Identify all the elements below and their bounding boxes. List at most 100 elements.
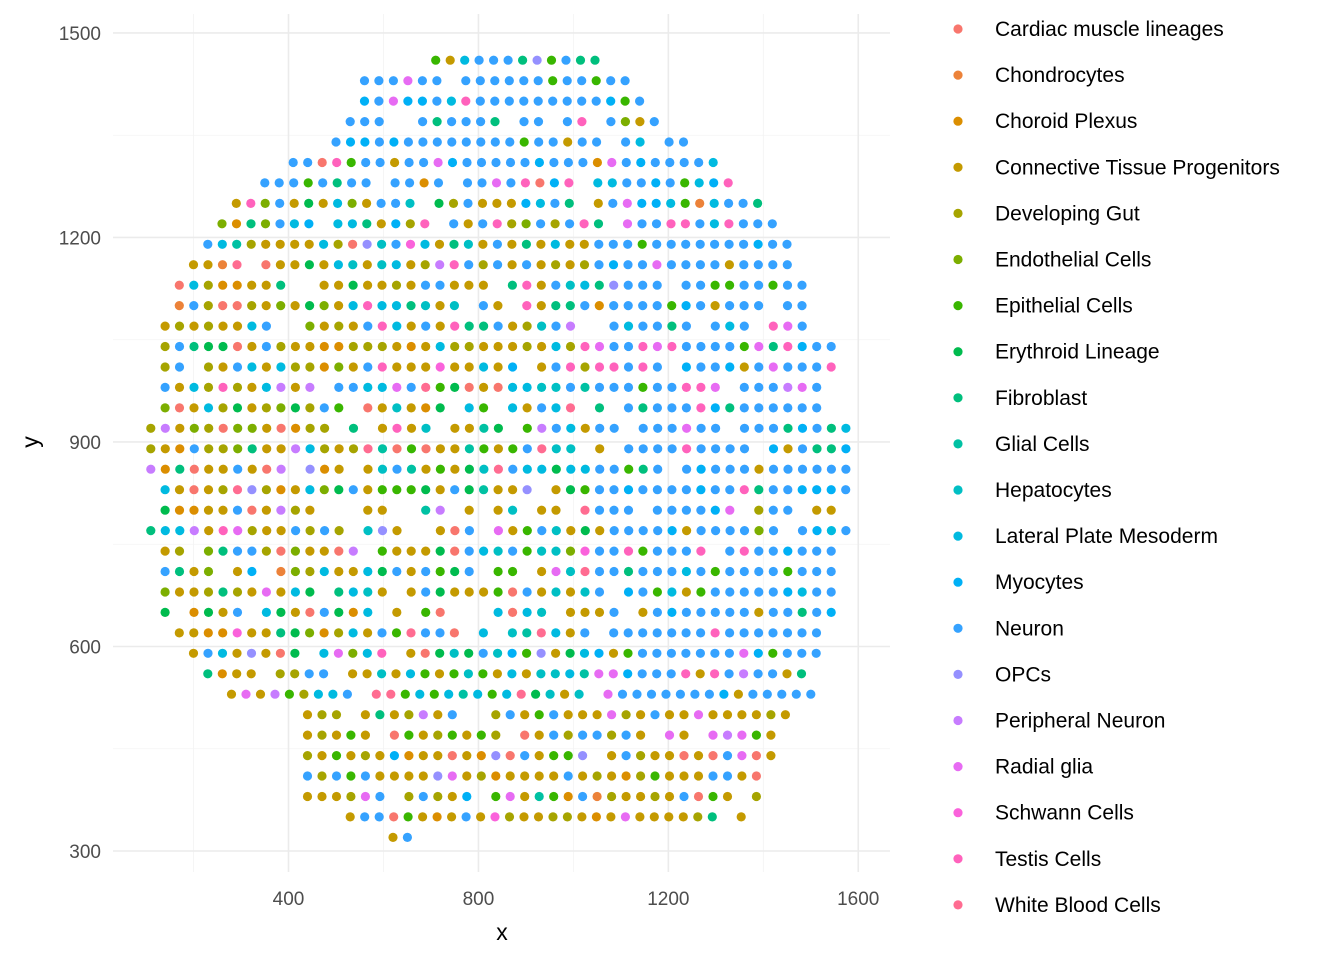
data-point bbox=[418, 791, 428, 802]
data-point bbox=[505, 751, 515, 761]
data-point bbox=[783, 321, 793, 331]
data-point bbox=[275, 648, 285, 658]
data-point bbox=[400, 689, 410, 699]
data-point bbox=[696, 566, 706, 577]
data-point bbox=[377, 464, 388, 474]
data-point bbox=[493, 321, 503, 331]
data-point bbox=[247, 485, 257, 495]
data-point bbox=[261, 628, 271, 638]
data-point bbox=[725, 341, 735, 352]
data-point bbox=[549, 751, 559, 761]
data-point bbox=[334, 301, 344, 311]
data-point bbox=[536, 301, 546, 311]
legend-key bbox=[953, 347, 963, 357]
data-point bbox=[505, 710, 515, 720]
data-point bbox=[766, 751, 776, 761]
data-point bbox=[390, 178, 400, 188]
data-point bbox=[708, 771, 718, 781]
data-point bbox=[768, 505, 778, 515]
data-point bbox=[362, 260, 372, 270]
x-axis-title: x bbox=[496, 919, 508, 945]
data-point bbox=[812, 607, 822, 618]
data-point bbox=[652, 546, 663, 556]
data-point bbox=[667, 607, 677, 618]
data-point bbox=[724, 198, 734, 208]
data-point bbox=[595, 464, 605, 474]
data-point bbox=[563, 751, 573, 761]
data-point bbox=[290, 260, 300, 270]
data-point bbox=[623, 669, 633, 679]
data-point bbox=[580, 485, 590, 495]
data-point bbox=[638, 444, 648, 454]
data-point bbox=[319, 301, 329, 311]
data-point bbox=[348, 301, 358, 311]
data-point bbox=[290, 362, 300, 372]
data-point bbox=[768, 382, 778, 392]
data-point bbox=[189, 607, 199, 618]
data-point bbox=[550, 198, 560, 208]
data-point bbox=[289, 198, 299, 208]
data-point bbox=[754, 382, 764, 392]
data-point bbox=[537, 382, 547, 392]
data-point bbox=[435, 505, 445, 515]
data-point bbox=[503, 55, 513, 65]
data-point bbox=[491, 710, 501, 720]
data-point bbox=[806, 689, 816, 699]
data-point bbox=[392, 423, 402, 433]
data-point bbox=[679, 751, 689, 761]
data-point bbox=[291, 423, 301, 433]
data-point bbox=[360, 730, 370, 740]
data-point bbox=[551, 444, 561, 454]
data-point bbox=[549, 178, 560, 188]
data-point bbox=[739, 546, 749, 556]
data-point bbox=[638, 566, 648, 577]
data-point bbox=[609, 362, 619, 372]
data-point bbox=[532, 55, 542, 65]
data-point bbox=[711, 526, 721, 536]
data-point bbox=[319, 260, 329, 270]
data-point bbox=[608, 669, 618, 679]
data-point bbox=[533, 96, 543, 106]
data-point bbox=[797, 280, 807, 290]
data-point bbox=[551, 628, 561, 638]
data-point bbox=[681, 301, 691, 311]
data-point bbox=[333, 648, 343, 658]
data-point bbox=[493, 341, 503, 352]
data-point bbox=[754, 628, 764, 638]
data-point bbox=[420, 280, 431, 290]
data-point bbox=[174, 280, 184, 290]
data-point bbox=[563, 771, 573, 781]
data-point bbox=[289, 178, 299, 188]
data-point bbox=[203, 587, 214, 597]
data-point bbox=[463, 219, 473, 229]
data-point bbox=[232, 301, 242, 311]
data-point bbox=[203, 505, 214, 515]
data-point bbox=[536, 669, 546, 679]
data-point bbox=[690, 689, 700, 699]
data-point bbox=[754, 464, 764, 474]
legend-item: Hepatocytes bbox=[953, 479, 1112, 502]
data-point bbox=[305, 403, 315, 413]
data-point bbox=[348, 362, 358, 372]
data-point bbox=[232, 280, 242, 290]
data-point bbox=[450, 464, 460, 474]
data-point bbox=[635, 137, 645, 147]
data-point bbox=[577, 812, 587, 822]
data-point bbox=[623, 546, 634, 556]
data-point bbox=[479, 321, 489, 331]
data-point bbox=[374, 76, 384, 86]
data-point bbox=[537, 403, 547, 413]
data-point bbox=[565, 546, 576, 556]
data-point bbox=[261, 280, 271, 290]
data-point bbox=[275, 260, 285, 270]
legend-label: Peripheral Neuron bbox=[995, 710, 1165, 733]
data-point bbox=[710, 280, 720, 290]
data-point bbox=[377, 669, 387, 679]
data-point bbox=[768, 546, 778, 556]
data-point bbox=[218, 321, 228, 331]
data-point bbox=[319, 403, 329, 413]
data-point bbox=[262, 526, 272, 536]
data-point bbox=[420, 628, 431, 638]
data-point bbox=[609, 301, 619, 311]
data-point bbox=[667, 382, 677, 392]
